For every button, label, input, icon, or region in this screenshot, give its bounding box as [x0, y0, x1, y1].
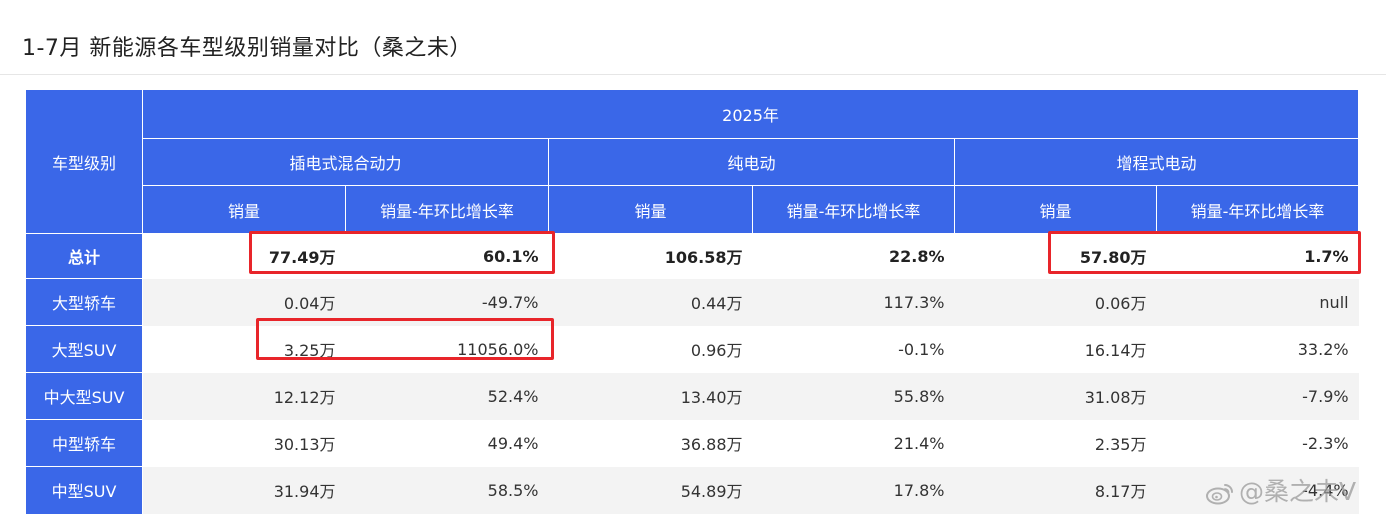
cell-bev-growth: -0.1% [752, 325, 955, 373]
cell-bev-sales: 13.40万 [548, 372, 753, 420]
title-bar: 1-7月 新能源各车型级别销量对比（桑之未） [0, 0, 1386, 75]
cell-phev-sales: 31.94万 [142, 466, 346, 514]
cell-phev-sales: 12.12万 [142, 372, 346, 420]
cell-bev-sales: 0.96万 [548, 325, 753, 373]
cell-phev-sales: 30.13万 [142, 419, 346, 467]
cell-phev-growth: 49.4% [345, 419, 549, 467]
highlight-box-suv-phev [256, 318, 554, 360]
row-label: 总计 [25, 233, 143, 279]
cell-erev-sales: 0.06万 [954, 278, 1157, 326]
highlight-box-total-phev [249, 231, 555, 274]
weibo-logo-icon [1206, 484, 1233, 505]
row-label: 大型轿车 [25, 278, 143, 326]
cell-bev-growth: 55.8% [752, 372, 955, 420]
group-header-phev: 插电式混合动力 [142, 138, 549, 186]
watermark: @桑之未V [1205, 472, 1356, 508]
cell-phev-sales: 0.04万 [142, 278, 346, 326]
row-label: 大型SUV [25, 325, 143, 373]
subheader-growth-erev: 销量-年环比增长率 [1155, 185, 1360, 234]
table-row: 中大型SUV 12.12万 52.4% 13.40万 55.8% 31.08万 -7.9% [25, 372, 1359, 420]
sales-table: 车型级别 2025年 插电式混合动力 纯电动 增程式电动 销量 销量-年环比增长… [25, 89, 1360, 514]
cell-erev-growth: -2.3% [1156, 419, 1359, 467]
cell-phev-growth: -49.7% [345, 278, 549, 326]
row-header-label: 车型级别 [25, 89, 143, 234]
cell-erev-growth: null [1156, 278, 1359, 326]
table-row: 总计 77.49万 60.1% 106.58万 22.8% 57.80万 1.7% [25, 233, 1359, 279]
watermark-text: @桑之未V [1239, 477, 1357, 506]
cell-erev-sales: 8.17万 [954, 466, 1157, 514]
subheader-sales-phev: 销量 [142, 185, 346, 234]
cell-phev-growth: 58.5% [345, 466, 549, 514]
group-header-bev: 纯电动 [548, 138, 955, 186]
subheader-sales-bev: 销量 [548, 185, 753, 234]
group-header-erev: 增程式电动 [953, 138, 1360, 186]
cell-erev-sales: 31.08万 [954, 372, 1157, 420]
cell-erev-growth: 33.2% [1156, 325, 1359, 373]
table-row: 中型SUV 31.94万 58.5% 54.89万 17.8% 8.17万 -4.4% [25, 466, 1359, 514]
subheader-sales-erev: 销量 [954, 185, 1157, 234]
cell-phev-growth: 11056.0% [345, 325, 549, 373]
table-row: 大型SUV 3.25万 11056.0% 0.96万 -0.1% 16.14万 33.2% [25, 325, 1359, 373]
cell-phev-sales: 3.25万 [142, 325, 346, 373]
cell-erev-growth: -4.4% [1156, 466, 1359, 514]
cell-phev-growth: 52.4% [345, 372, 549, 420]
page-title: 1-7月 新能源各车型级别销量对比（桑之未） [22, 36, 472, 61]
cell-bev-sales: 36.88万 [548, 419, 753, 467]
cell-bev-growth: 22.8% [752, 233, 955, 279]
cell-bev-growth: 21.4% [752, 419, 955, 467]
row-label: 中型轿车 [25, 419, 143, 467]
row-label: 中型SUV [25, 466, 143, 514]
cell-bev-growth: 17.8% [752, 466, 955, 514]
subheader-growth-bev: 销量-年环比增长率 [752, 185, 955, 234]
table-body: 总计 77.49万 60.1% 106.58万 22.8% 57.80万 1.7% 大型轿车 0… [25, 233, 1359, 514]
cell-bev-growth: 117.3% [752, 278, 955, 326]
highlight-box-total-erev [1048, 231, 1361, 274]
cell-erev-growth: -7.9% [1156, 372, 1359, 420]
row-label: 中大型SUV [25, 372, 143, 420]
cell-bev-sales: 106.58万 [548, 233, 753, 279]
table-row: 中型轿车 30.13万 49.4% 36.88万 21.4% 2.35万 -2.3% [25, 419, 1359, 467]
year-header: 2025年 [141, 89, 1360, 139]
cell-erev-sales: 2.35万 [954, 419, 1157, 467]
cell-bev-sales: 0.44万 [548, 278, 753, 326]
subheader-growth-phev: 销量-年环比增长率 [345, 185, 549, 234]
cell-erev-sales: 16.14万 [954, 325, 1157, 373]
table-row: 大型轿车 0.04万 -49.7% 0.44万 117.3% 0.06万 null [25, 278, 1359, 326]
cell-bev-sales: 54.89万 [548, 466, 753, 514]
